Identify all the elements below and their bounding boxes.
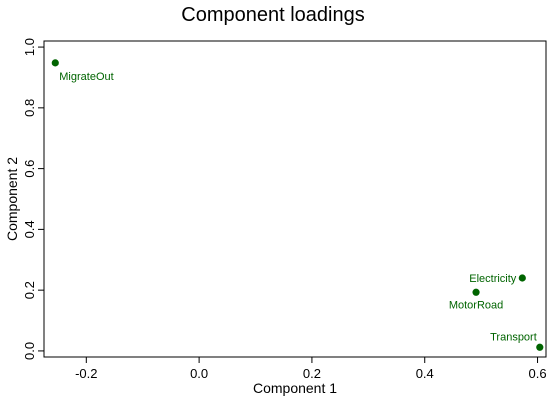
data-point <box>51 59 59 67</box>
x-tick-label: -0.2 <box>75 366 97 381</box>
y-tick-label: 0.4 <box>22 220 37 238</box>
data-point <box>472 288 480 296</box>
data-point <box>518 274 526 282</box>
x-axis-label: Component 1 <box>253 380 337 396</box>
point-label: MotorRoad <box>449 299 503 311</box>
point-label: Transport <box>490 331 537 343</box>
y-tick-label: 0.8 <box>22 99 37 117</box>
point-label: MigrateOut <box>59 71 113 83</box>
x-tick-label: 0.6 <box>529 366 547 381</box>
x-tick-label: 0.0 <box>190 366 208 381</box>
y-axis-label: Component 2 <box>4 157 20 241</box>
point-label: Electricity <box>469 273 517 285</box>
plot-area <box>43 40 547 358</box>
data-point <box>536 343 544 351</box>
y-tick-label: 0.6 <box>22 160 37 178</box>
chart-title: Component loadings <box>181 4 364 26</box>
x-tick-label: 0.2 <box>303 366 321 381</box>
y-axis: 0.0 0.2 0.4 0.6 0.8 1.0 <box>22 38 44 360</box>
y-tick-label: 0.0 <box>22 342 37 360</box>
scatter-points: MigrateOut Electricity MotorRoad Transport <box>51 59 544 351</box>
y-tick-label: 0.2 <box>22 281 37 299</box>
y-tick-label: 1.0 <box>22 38 37 56</box>
x-axis: -0.2 0.0 0.2 0.4 0.6 <box>75 357 547 381</box>
x-tick-label: 0.4 <box>416 366 434 381</box>
